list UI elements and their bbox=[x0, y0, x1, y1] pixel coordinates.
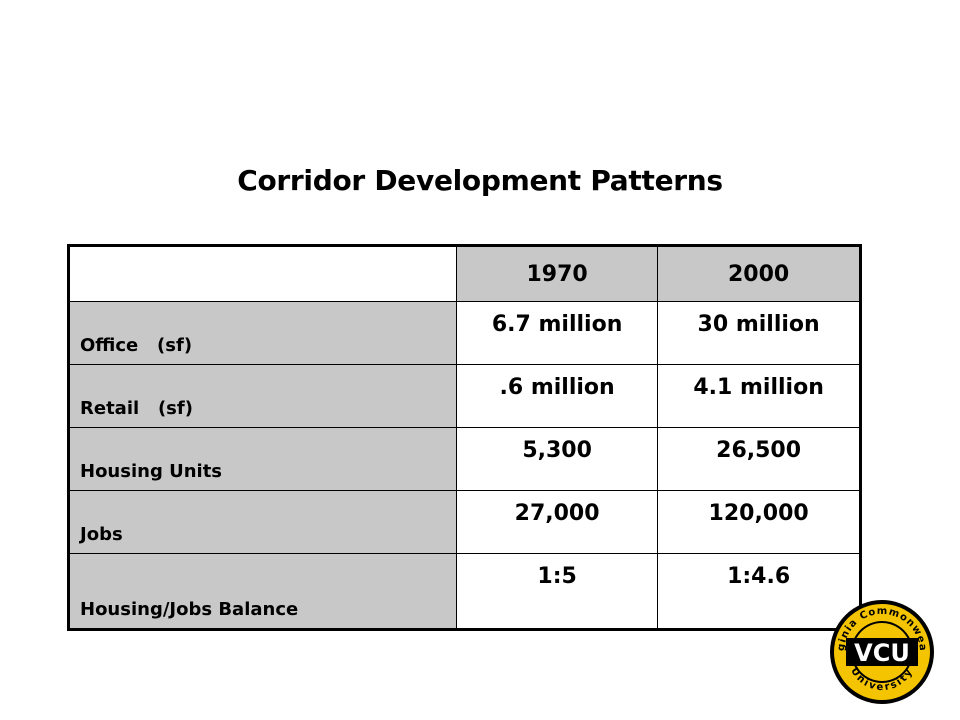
cell-1970: 1:5 bbox=[455, 553, 659, 630]
row-label: Office (sf) bbox=[68, 301, 457, 365]
row-label: Jobs bbox=[68, 490, 457, 554]
table-row-office: Office (sf) 6.7 million 30 million bbox=[68, 301, 861, 365]
cell-1970: 6.7 million bbox=[455, 301, 659, 365]
development-table: 1970 2000 Office (sf) 6.7 million 30 mil… bbox=[67, 244, 862, 631]
header-2000: 2000 bbox=[657, 245, 861, 302]
table-header-row: 1970 2000 bbox=[68, 245, 861, 302]
cell-2000: 4.1 million bbox=[657, 364, 861, 428]
header-blank-cell bbox=[68, 245, 457, 302]
cell-2000: 120,000 bbox=[657, 490, 861, 554]
row-label-text: Office (sf) bbox=[80, 335, 193, 356]
header-1970: 1970 bbox=[455, 245, 659, 302]
table-row-retail: Retail (sf) .6 million 4.1 million bbox=[68, 364, 861, 428]
row-label: Housing/Jobs Balance bbox=[68, 553, 457, 630]
slide-title: Corridor Development Patterns bbox=[237, 164, 723, 197]
cell-1970: 5,300 bbox=[455, 427, 659, 491]
table-row-jobs: Jobs 27,000 120,000 bbox=[68, 490, 861, 554]
cell-2000: 26,500 bbox=[657, 427, 861, 491]
svg-text:VCU: VCU bbox=[854, 639, 910, 667]
cell-1970: .6 million bbox=[455, 364, 659, 428]
row-label: Housing Units bbox=[68, 427, 457, 491]
vcu-logo: Virginia Commonwealth University VCU bbox=[824, 590, 936, 706]
table-row-housing-units: Housing Units 5,300 26,500 bbox=[68, 427, 861, 491]
table-row-housing-jobs-balance: Housing/Jobs Balance 1:5 1:4.6 bbox=[68, 553, 861, 630]
vcu-seal-icon: Virginia Commonwealth University VCU bbox=[824, 590, 934, 704]
row-label: Retail (sf) bbox=[68, 364, 457, 428]
cell-1970: 27,000 bbox=[455, 490, 659, 554]
cell-2000: 30 million bbox=[657, 301, 861, 365]
row-label-text: Retail (sf) bbox=[80, 398, 193, 419]
cell-2000: 1:4.6 bbox=[657, 553, 861, 630]
